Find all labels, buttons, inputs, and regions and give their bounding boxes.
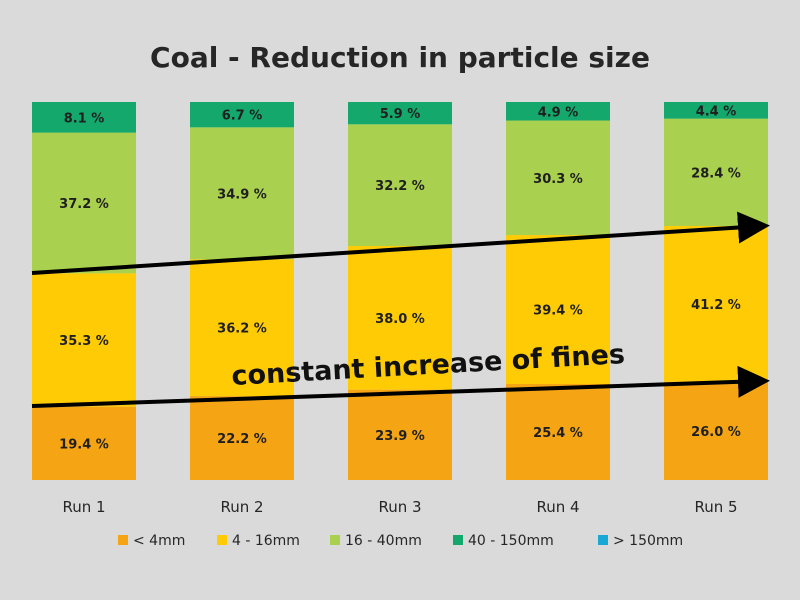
category-label-run-3: Run 3	[378, 498, 421, 516]
legend-swatch-16-40mm	[330, 535, 340, 545]
data-label-run-4-40-150mm: 4.9 %	[538, 105, 579, 120]
bar-segment-run-5-40-150mm	[664, 102, 768, 119]
bar-segment-run-4-40-150mm	[506, 102, 610, 121]
legend-swatch-4mm	[118, 535, 128, 545]
bars-layer	[32, 102, 768, 480]
data-label-run-2-40-150mm: 6.7 %	[222, 109, 263, 124]
bar-segment-run-1-16-40mm	[32, 132, 136, 274]
bar-segment-run-3-4-16mm	[348, 246, 452, 390]
data-label-run-3-4mm: 23.9 %	[375, 429, 425, 444]
bar-segment-run-3-40-150mm	[348, 102, 452, 125]
bar-segment-run-5-4-16mm	[664, 225, 768, 382]
legend: < 4mm 4 - 16mm 16 - 40mm 40 - 150mm > 150mm	[118, 533, 683, 549]
data-label-run-2-4mm: 22.2 %	[217, 432, 267, 447]
legend-swatch-150mm	[598, 535, 608, 545]
bar-segment-run-4-16-40mm	[506, 120, 610, 236]
category-label-run-2: Run 2	[220, 498, 263, 516]
bar-segment-run-1-4mm	[32, 406, 136, 480]
bar-value-labels: 19.4 % 35.3 % 37.2 % 8.1 % 22.2 % 36.2 % 34.9 …	[59, 104, 741, 452]
category-label-run-1: Run 1	[62, 498, 105, 516]
data-label-run-1-16-40mm: 37.2 %	[59, 197, 109, 212]
bar-segment-run-1-4-16mm	[32, 273, 136, 407]
bar-segment-run-3-16-40mm	[348, 124, 452, 247]
data-label-run-3-4-16mm: 38.0 %	[375, 312, 425, 327]
legend-label-4-16mm: 4 - 16mm	[232, 533, 300, 549]
data-label-run-4-16-40mm: 30.3 %	[533, 172, 583, 187]
bar-segment-run-2-16-40mm	[190, 127, 294, 260]
data-label-run-1-4-16mm: 35.3 %	[59, 334, 109, 349]
trend-arrow-lower	[31, 365, 770, 408]
data-label-run-3-16-40mm: 32.2 %	[375, 179, 425, 194]
bar-segment-run-3-4mm	[348, 389, 452, 480]
legend-swatch-4-16mm	[217, 535, 227, 545]
data-label-run-4-4mm: 25.4 %	[533, 426, 583, 441]
data-label-run-1-40-150mm: 8.1 %	[64, 111, 105, 126]
trend-arrow-upper	[31, 211, 770, 275]
chart-title: Coal - Reduction in particle size	[150, 41, 650, 74]
category-axis-labels: Run 1 Run 2 Run 3 Run 4 Run 5	[62, 498, 737, 516]
data-label-run-2-4-16mm: 36.2 %	[217, 322, 267, 337]
data-label-run-5-4-16mm: 41.2 %	[691, 298, 741, 313]
data-label-run-5-4mm: 26.0 %	[691, 425, 741, 440]
bar-segment-run-4-4mm	[506, 383, 610, 480]
bar-segment-run-5-4mm	[664, 381, 768, 480]
category-label-run-4: Run 4	[536, 498, 579, 516]
legend-label-4mm: < 4mm	[133, 533, 185, 549]
data-label-run-5-16-40mm: 28.4 %	[691, 166, 741, 181]
bar-segment-run-2-40-150mm	[190, 102, 294, 128]
bar-segment-run-2-4mm	[190, 396, 294, 480]
legend-label-150mm: > 150mm	[613, 533, 683, 549]
legend-label-40-150mm: 40 - 150mm	[468, 533, 554, 549]
category-label-run-5: Run 5	[694, 498, 737, 516]
data-label-run-1-4mm: 19.4 %	[59, 437, 109, 452]
bar-segment-run-4-4-16mm	[506, 235, 610, 384]
bar-segment-run-2-4-16mm	[190, 259, 294, 397]
data-label-run-5-40-150mm: 4.4 %	[696, 104, 737, 119]
data-label-run-3-40-150mm: 5.9 %	[380, 107, 421, 122]
data-label-run-2-16-40mm: 34.9 %	[217, 187, 267, 202]
data-label-run-4-4-16mm: 39.4 %	[533, 304, 583, 319]
bar-segment-run-1-40-150mm	[32, 102, 136, 133]
bar-segment-run-5-16-40mm	[664, 118, 768, 226]
legend-swatch-40-150mm	[453, 535, 463, 545]
legend-label-16-40mm: 16 - 40mm	[345, 533, 422, 549]
